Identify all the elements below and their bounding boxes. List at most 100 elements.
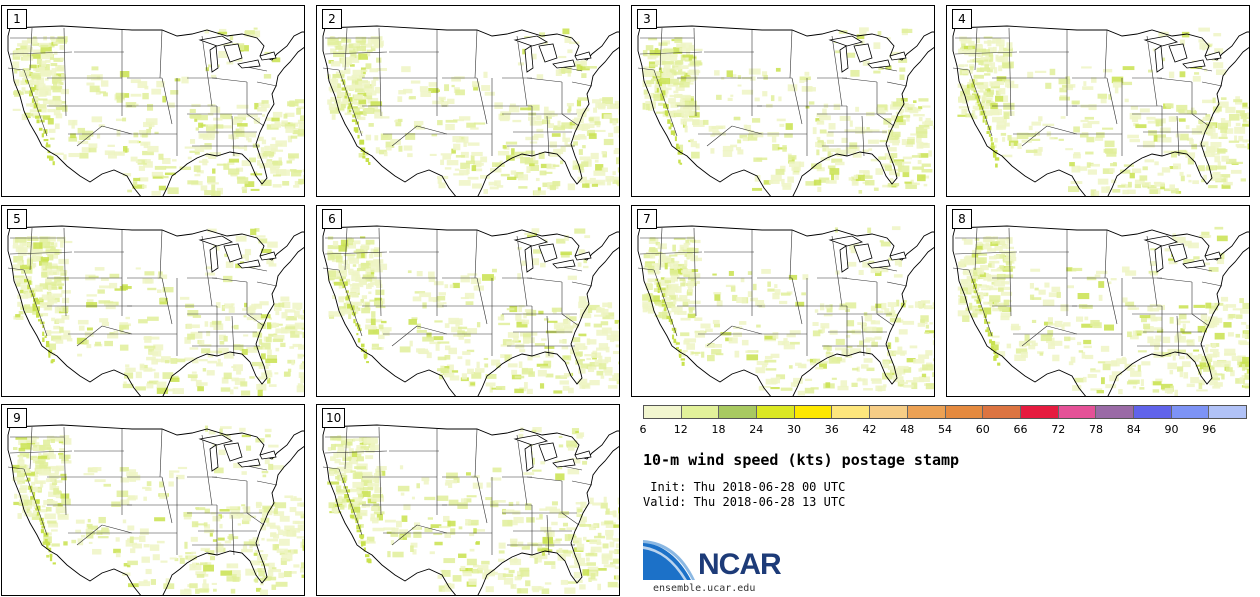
wind-cell bbox=[971, 253, 979, 258]
wind-cell bbox=[993, 254, 1000, 259]
wind-cell bbox=[255, 502, 263, 507]
wind-cell bbox=[57, 83, 61, 87]
wind-cell bbox=[816, 167, 825, 172]
wind-cell bbox=[351, 274, 358, 282]
wind-cell bbox=[290, 135, 298, 139]
wind-cell bbox=[436, 295, 446, 301]
wind-cell bbox=[1134, 179, 1145, 185]
wind-cell bbox=[257, 107, 267, 112]
wind-cell bbox=[1110, 163, 1117, 167]
wind-cell bbox=[858, 190, 863, 194]
wind-cell bbox=[146, 383, 154, 389]
wind-cell bbox=[378, 324, 384, 330]
wind-cell bbox=[707, 354, 715, 362]
wind-cell bbox=[673, 82, 684, 86]
wind-cell bbox=[997, 56, 1009, 63]
wind-cell bbox=[1048, 292, 1058, 298]
wind-cell bbox=[572, 165, 584, 170]
wind-cell bbox=[1167, 348, 1178, 356]
wind-cell bbox=[961, 279, 968, 284]
wind-cell bbox=[115, 118, 124, 122]
wind-cell bbox=[48, 453, 55, 458]
wind-cell bbox=[29, 113, 40, 117]
wind-cell bbox=[1245, 324, 1249, 330]
wind-cell bbox=[460, 297, 469, 300]
wind-cell bbox=[591, 183, 598, 187]
wind-cell bbox=[1042, 334, 1054, 337]
state-line bbox=[416, 125, 448, 135]
wind-cell bbox=[369, 68, 379, 73]
wind-cell bbox=[855, 146, 860, 151]
wind-cell bbox=[988, 256, 997, 260]
wind-cell bbox=[891, 369, 898, 373]
wind-cell bbox=[77, 319, 89, 325]
wind-cell bbox=[95, 341, 102, 346]
wind-cell bbox=[654, 314, 661, 317]
wind-cell bbox=[784, 133, 793, 138]
wind-cell bbox=[1090, 189, 1097, 196]
wind-cell bbox=[517, 273, 521, 280]
wind-cell bbox=[989, 299, 999, 307]
wind-cell bbox=[120, 332, 131, 335]
wind-cell bbox=[835, 174, 839, 180]
wind-cell bbox=[213, 467, 224, 474]
wind-cell bbox=[1087, 120, 1100, 125]
wind-cell bbox=[577, 176, 587, 183]
wind-cell bbox=[975, 95, 981, 99]
wind-cell bbox=[123, 146, 128, 153]
wind-cell bbox=[982, 115, 988, 119]
wind-cell bbox=[298, 344, 304, 350]
wind-cell bbox=[130, 156, 138, 162]
wind-cell bbox=[1106, 151, 1117, 157]
wind-cell bbox=[462, 351, 471, 355]
wind-cell bbox=[249, 157, 256, 163]
wind-cell bbox=[132, 543, 142, 549]
wind-cell bbox=[467, 176, 479, 180]
wind-cell bbox=[116, 96, 123, 103]
wind-cell bbox=[357, 134, 360, 139]
wind-cell bbox=[299, 115, 304, 121]
wind-cell bbox=[1127, 331, 1132, 338]
wind-cell bbox=[1183, 372, 1189, 379]
wind-cell bbox=[444, 84, 450, 92]
wind-cell bbox=[511, 148, 515, 156]
wind-cell bbox=[151, 88, 162, 95]
wind-cell bbox=[1003, 112, 1010, 120]
wind-cell bbox=[1192, 180, 1199, 185]
wind-cell bbox=[648, 295, 660, 302]
wind-cell bbox=[360, 446, 370, 451]
state-line bbox=[338, 69, 363, 137]
wind-cell bbox=[920, 300, 931, 304]
wind-cell bbox=[990, 136, 993, 142]
wind-cell bbox=[347, 255, 355, 261]
wind-cell bbox=[433, 533, 443, 536]
wind-cell bbox=[338, 245, 348, 252]
wind-cell bbox=[714, 70, 720, 76]
wind-cell bbox=[1153, 181, 1162, 184]
wind-cell bbox=[413, 531, 422, 538]
wind-cell bbox=[53, 488, 59, 495]
wind-cell bbox=[235, 235, 247, 242]
wind-cell bbox=[280, 557, 287, 565]
wind-cell bbox=[1014, 354, 1026, 361]
wind-cell bbox=[36, 480, 46, 484]
wind-cell bbox=[1198, 119, 1204, 125]
state-line bbox=[101, 125, 133, 135]
wind-cell bbox=[48, 284, 52, 291]
wind-cell bbox=[361, 491, 371, 497]
wind-cell bbox=[464, 338, 471, 344]
wind-cell bbox=[844, 129, 857, 133]
wind-cell bbox=[822, 145, 829, 152]
wind-cell bbox=[261, 513, 267, 519]
great-lake bbox=[867, 59, 891, 69]
wind-cell bbox=[1203, 367, 1215, 370]
wind-cell bbox=[1199, 235, 1212, 238]
wind-cell bbox=[187, 156, 192, 160]
wind-cell bbox=[605, 103, 616, 107]
wind-cell bbox=[1186, 352, 1193, 359]
wind-cell bbox=[1221, 155, 1229, 162]
wind-cell bbox=[918, 124, 930, 128]
wind-cell bbox=[829, 304, 833, 309]
wind-cell bbox=[335, 492, 345, 495]
wind-cell bbox=[256, 383, 262, 390]
